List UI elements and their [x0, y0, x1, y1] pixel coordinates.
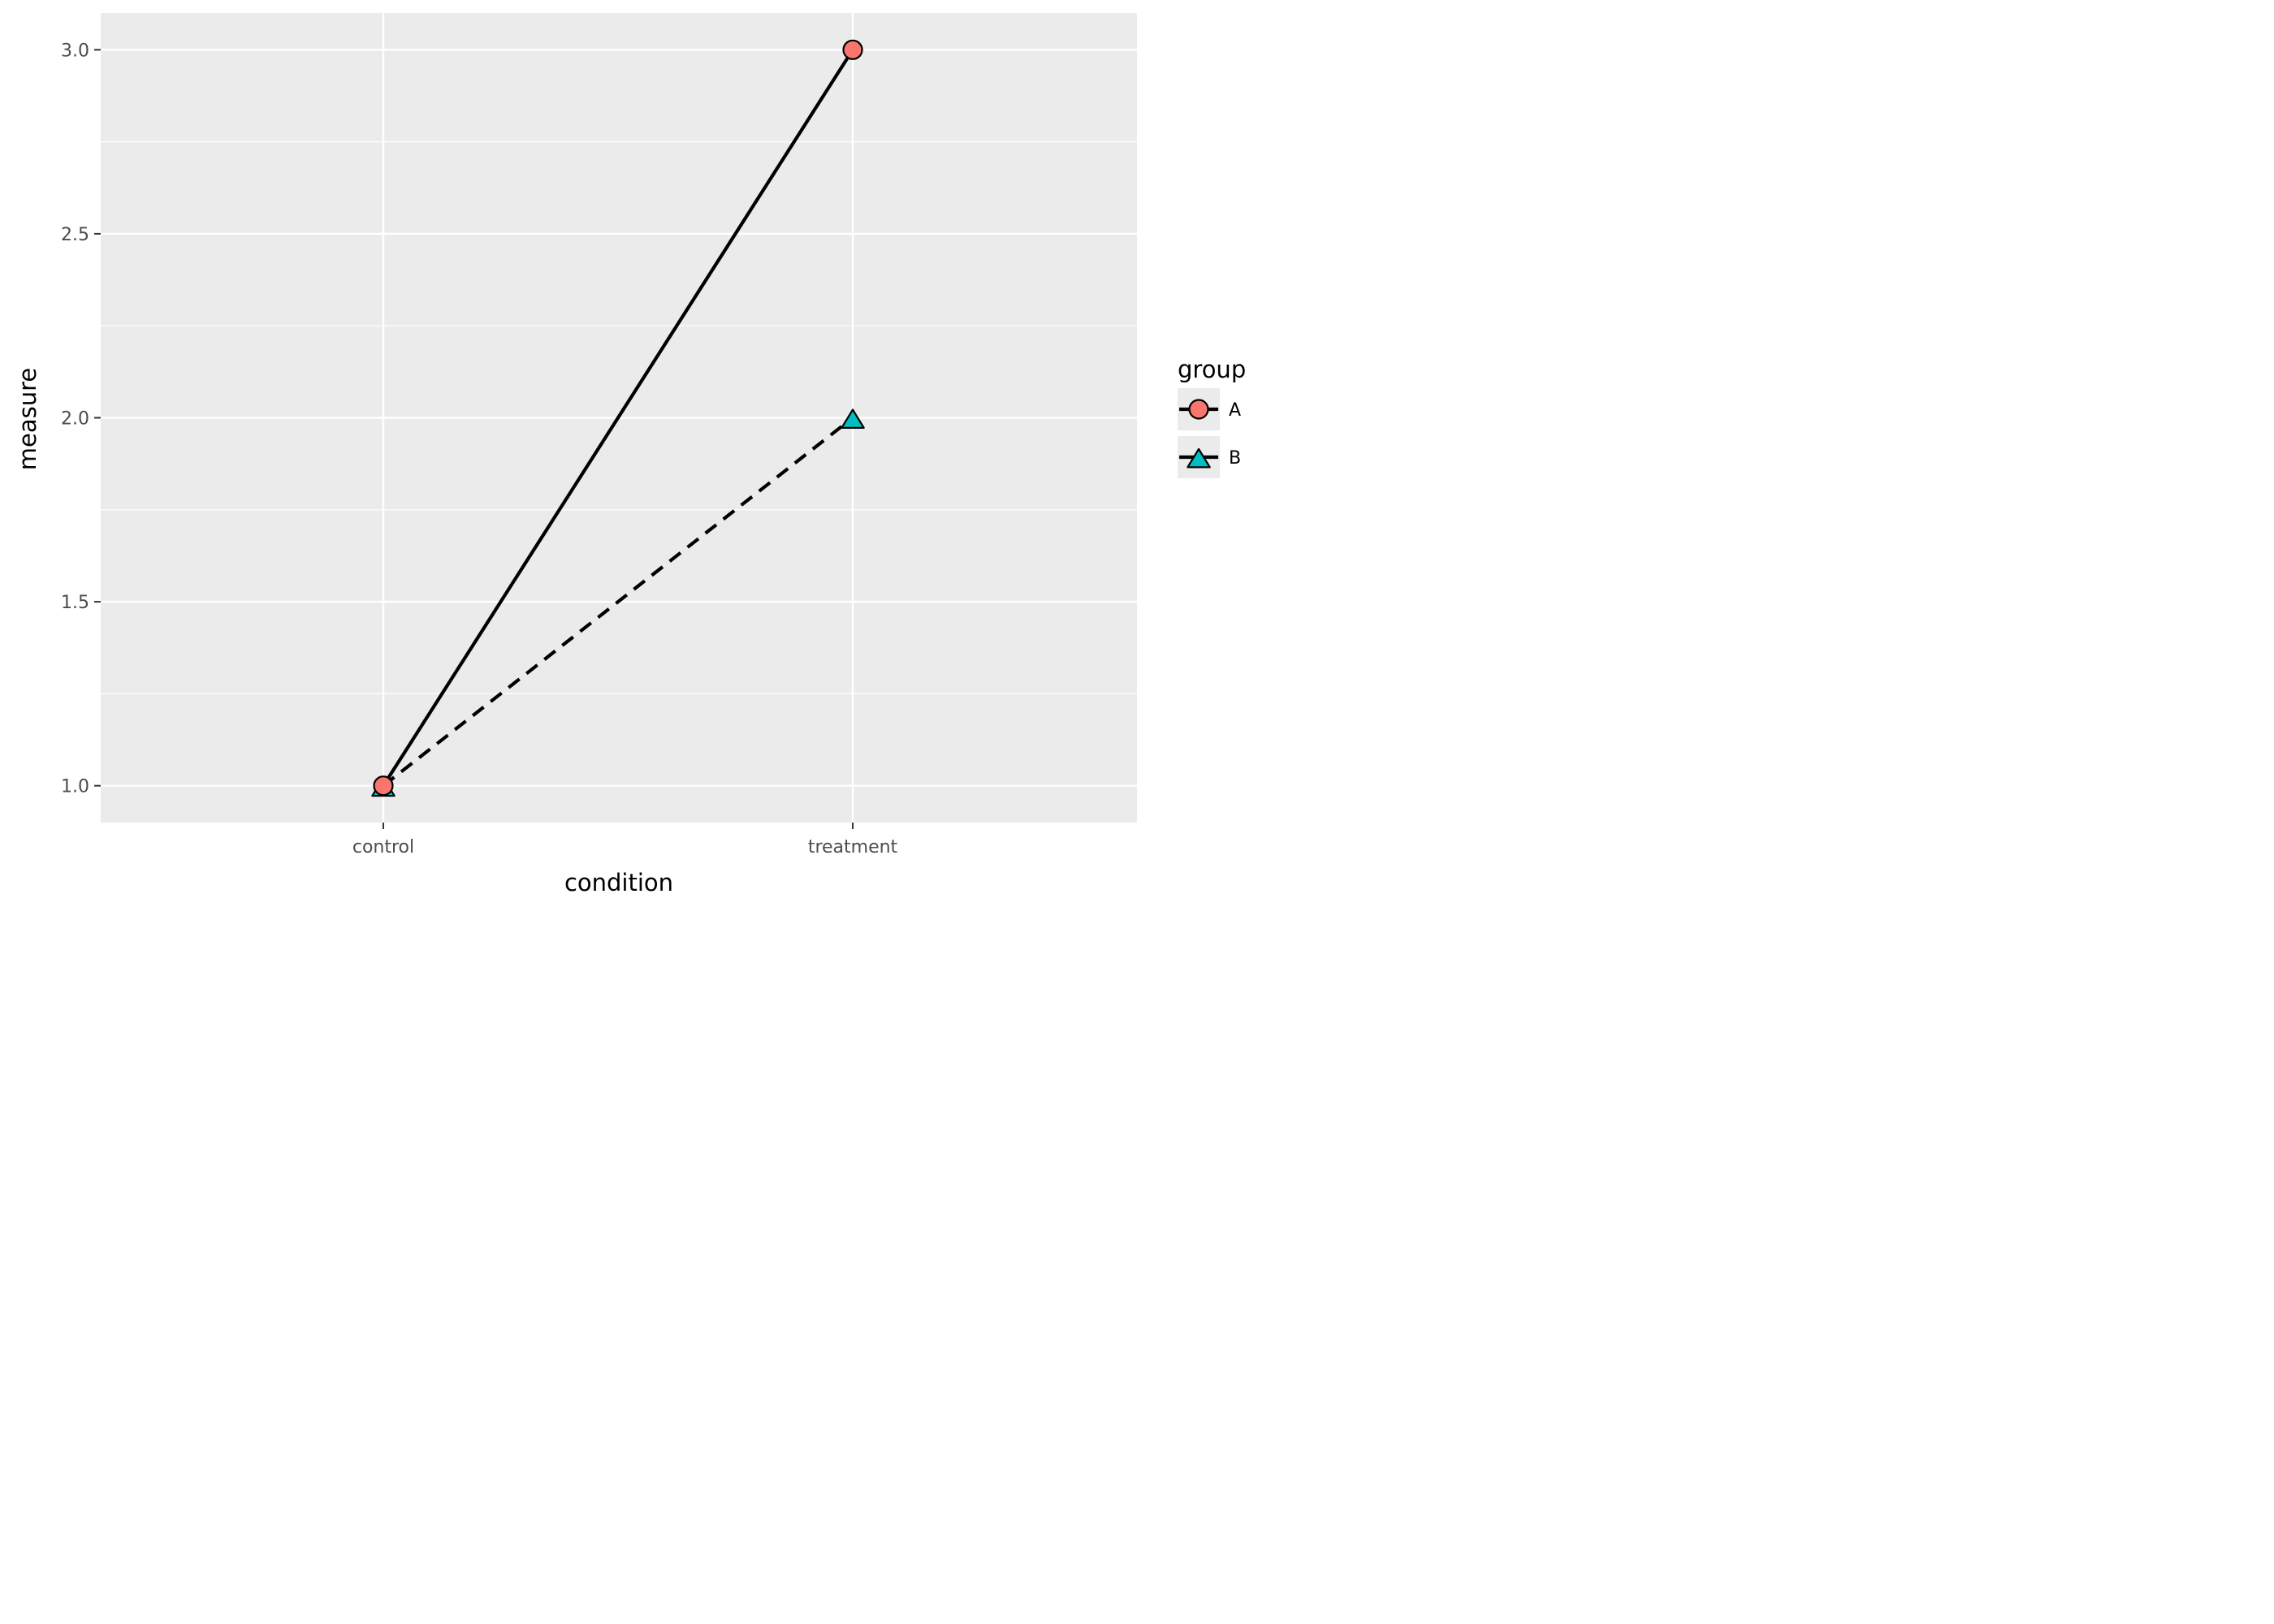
y-axis-title: measure: [14, 368, 41, 470]
legend-items: AB: [1178, 388, 1241, 478]
legend-label: B: [1229, 448, 1241, 469]
minor-gridlines: [101, 141, 1137, 694]
legend-key-marker: [1188, 399, 1209, 420]
x-tick-label: control: [352, 837, 414, 857]
y-tick-label: 3.0: [61, 41, 89, 61]
y-tick-label: 1.0: [61, 777, 89, 797]
legend: group AB: [1178, 356, 1246, 478]
series-lines: [382, 49, 854, 788]
y-tick-label: 1.5: [61, 593, 89, 613]
y-tick-label: 2.5: [61, 225, 89, 245]
x-axis: control treatment: [352, 823, 898, 857]
series-line-A: [382, 49, 854, 787]
line-chart: 1.0 1.5 2.0 2.5 3.0 control treatment conditi…: [14, 13, 1246, 896]
legend-item-A: A: [1178, 388, 1241, 430]
data-point-B: [841, 408, 865, 429]
series-line-B: [382, 416, 854, 788]
data-point-A: [842, 39, 863, 60]
series-points: [371, 39, 865, 797]
x-axis-title: condition: [564, 869, 673, 896]
legend-key-marker: [1187, 447, 1211, 469]
y-tick-label: 2.0: [61, 409, 89, 430]
data-point-A: [373, 775, 394, 797]
x-tick-label: treatment: [808, 837, 898, 857]
legend-title: group: [1178, 356, 1246, 383]
legend-item-B: B: [1178, 436, 1241, 478]
legend-label: A: [1229, 400, 1241, 421]
y-axis: 1.0 1.5 2.0 2.5 3.0: [61, 41, 101, 797]
